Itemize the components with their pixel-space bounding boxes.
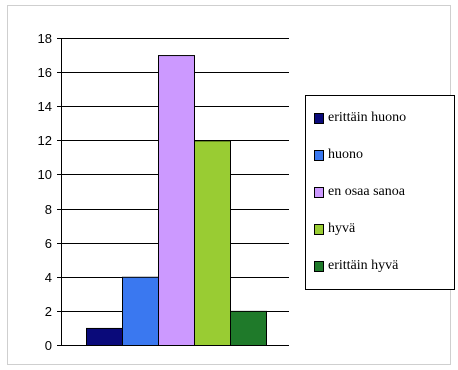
legend-label-1: huono [328,147,363,162]
legend-label-4: erittäin hyvä [328,258,399,273]
legend: erittäin huono huono en osaa sanoa hyvä … [305,95,455,290]
legend-swatch-3 [314,223,324,235]
legend-item-4: erittäin hyvä [314,256,398,276]
legend-label-2: en osaa sanoa [328,184,405,199]
legend-label-3: hyvä [328,221,356,236]
y-tick-label-16: 16 [38,65,52,80]
legend-swatch-0 [314,112,324,124]
bar-0 [86,327,123,347]
bar-3 [194,140,231,346]
y-tick-label-2: 2 [45,304,52,319]
bar-2 [158,55,195,347]
legend-item-0: erittäin huono [314,108,406,128]
legend-item-1: huono [314,145,363,165]
y-tick-label-14: 14 [38,99,52,114]
legend-item-2: en osaa sanoa [314,182,405,202]
bars [86,55,267,347]
legend-swatch-4 [314,260,324,272]
y-tick-label-12: 12 [38,133,52,148]
bar-4 [230,310,267,346]
legend-item-3: hyvä [314,219,355,239]
legend-swatch-2 [314,186,324,198]
legend-label-0: erittäin huono [328,110,407,125]
bar-1 [122,276,159,346]
y-tick-label-4: 4 [45,270,52,285]
legend-swatch-1 [314,149,324,161]
y-tick-labels: 0 2 4 6 8 10 12 14 16 18 [38,31,52,353]
y-tick-label-0: 0 [45,338,52,353]
y-tick-label-6: 6 [45,236,52,251]
axes [57,38,289,346]
y-tick-label-18: 18 [38,31,52,46]
y-tick-label-8: 8 [45,202,52,217]
y-tick-label-10: 10 [38,167,52,182]
